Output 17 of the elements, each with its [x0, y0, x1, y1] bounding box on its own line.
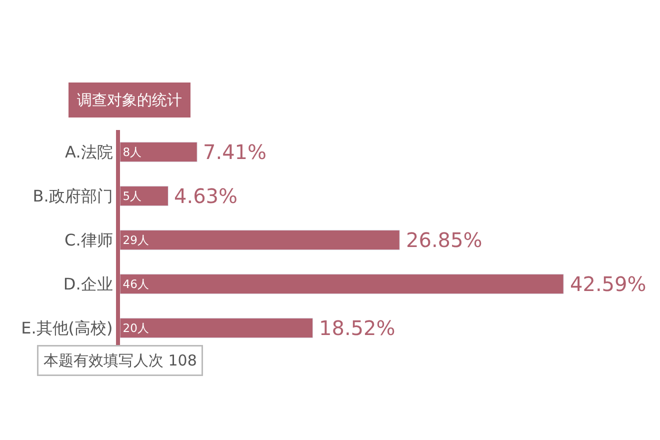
y-tick-label: B.政府部门 — [32, 186, 113, 206]
chart-title: 调查对象的统计 — [77, 91, 182, 109]
data-label: 5人 — [122, 188, 142, 203]
annotation: 18.52% — [319, 316, 396, 340]
annotation: 26.85% — [406, 228, 482, 252]
data-label: 8人 — [122, 144, 142, 159]
data-label: 29人 — [122, 232, 150, 247]
data-label: 46人 — [122, 276, 150, 291]
text: 本题有效填写人次 108 — [44, 352, 197, 370]
annotation: 42.59% — [570, 272, 646, 296]
y-tick-label: E.其他(高校) — [21, 318, 113, 338]
y-tick-label: D.企业 — [63, 274, 113, 294]
annotation: 4.63% — [174, 184, 238, 208]
y-tick-label: A.法院 — [65, 142, 113, 162]
annotation: 7.41% — [203, 140, 267, 164]
data-label: 20人 — [122, 320, 150, 335]
y-tick-label: C.律师 — [64, 230, 113, 250]
